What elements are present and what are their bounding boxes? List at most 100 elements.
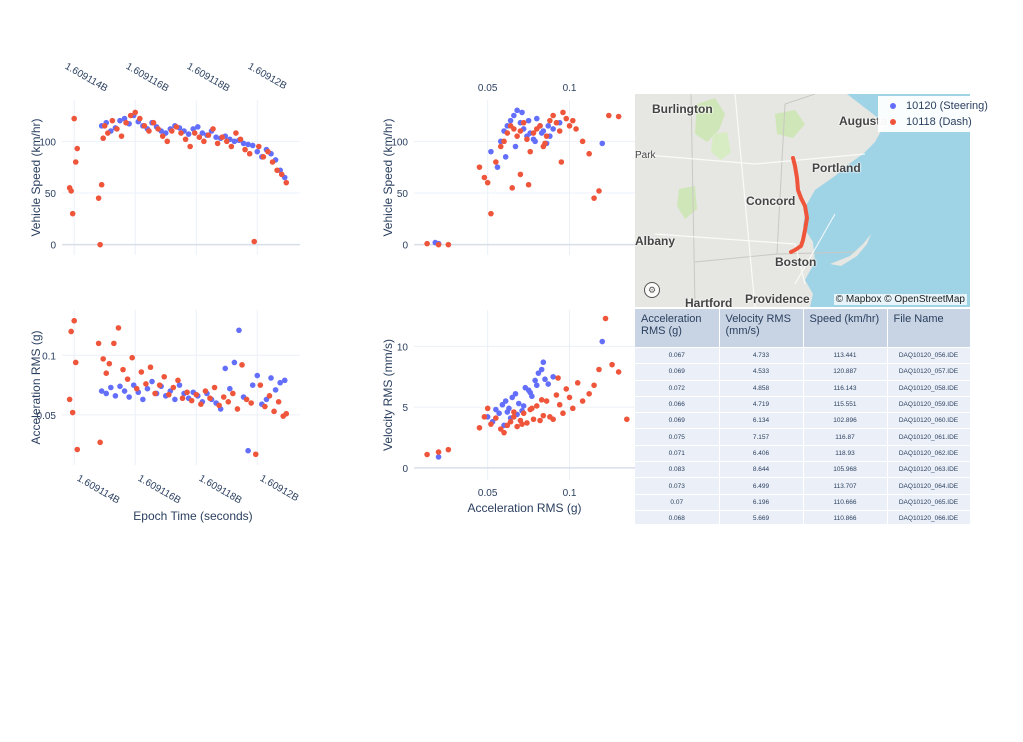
data-point [71, 115, 78, 122]
x-tick-label: 1.609116B [124, 61, 171, 95]
table-cell: 116.87 [803, 428, 888, 446]
data-point [184, 389, 190, 396]
data-point [435, 454, 442, 460]
legend-item-dash[interactable]: 10118 (Dash) [882, 114, 992, 130]
data-point [509, 394, 516, 401]
city-portland: Portland [812, 161, 861, 175]
data-point [269, 159, 276, 165]
roads [635, 94, 866, 307]
city-burlington: Burlington [652, 102, 713, 116]
data-point [535, 370, 542, 376]
data-point [132, 109, 139, 116]
table-row: 0.07 6.196 110.666 DAQ10120_065.IDE [635, 494, 970, 511]
data-point [257, 382, 264, 388]
data-point [178, 130, 184, 136]
data-point [127, 112, 134, 119]
data-point [246, 150, 253, 157]
forest-4 [711, 132, 731, 160]
mapbox-logo-icon[interactable]: ⚙ [644, 282, 660, 298]
data-point [481, 414, 488, 420]
x-tick-label: 1.609114B [63, 61, 110, 95]
data-point [165, 391, 172, 398]
data-point [69, 409, 76, 416]
legend-item-steering[interactable]: 10120 (Steering) [882, 98, 992, 114]
city-concord: Concord [746, 194, 796, 208]
table-row: 0.072 4.858 116.143 DAQ10120_058.IDE [635, 380, 970, 397]
data-point [117, 383, 123, 390]
table-cell: 0.068 [635, 510, 720, 524]
table-header-cell: File Name [887, 309, 970, 348]
forest-2 [775, 110, 805, 138]
data-point [211, 384, 218, 391]
data-point [121, 388, 128, 394]
map-attribution[interactable]: © Mapbox © OpenStreetMap [833, 294, 967, 305]
data-point [499, 401, 506, 408]
legend-marker-icon [890, 103, 896, 109]
data-point [566, 123, 573, 129]
table-cell: 0.07 [635, 494, 720, 511]
data-point [278, 171, 285, 178]
data-point [511, 112, 517, 119]
x-tick-label: 0.05 [478, 83, 498, 94]
data-point [512, 390, 519, 397]
data-point [540, 412, 547, 419]
data-point [596, 188, 602, 194]
data-point [533, 403, 540, 409]
data-point [187, 143, 193, 150]
data-point [101, 123, 108, 129]
data-point [239, 362, 245, 368]
data-point [109, 117, 116, 124]
data-point [484, 405, 491, 412]
table-cell: 0.067 [635, 347, 720, 365]
table-cell: DAQ10120_058.IDE [887, 380, 970, 397]
data-point [213, 134, 219, 140]
data-point [558, 159, 565, 165]
x-tick-label: 1.609118B [185, 61, 232, 95]
y-tick-label: 50 [45, 189, 57, 200]
data-point [520, 410, 527, 417]
data-point [104, 130, 111, 136]
table-cell: DAQ10120_059.IDE [887, 396, 970, 414]
data-table[interactable]: Acceleration RMS (g) Velocity RMS (mm/s)… [635, 309, 970, 524]
data-point [476, 164, 483, 170]
data-point [586, 150, 592, 157]
table-cell: DAQ10120_062.IDE [887, 445, 970, 463]
data-point [117, 117, 123, 124]
legend-marker-icon [890, 119, 896, 125]
table-cell: 5.669 [719, 510, 804, 524]
x-tick-label: 1.60912B [258, 473, 301, 504]
data-point [599, 140, 606, 147]
chart-panel-2: 0 50 100 0.05 0.1 Vehicle Speed (km/hr) [381, 83, 635, 255]
table-cell: 8.644 [719, 461, 804, 479]
data-point [152, 390, 158, 397]
data-point [496, 410, 502, 417]
data-point [542, 140, 548, 147]
data-point [497, 426, 504, 432]
data-point [520, 119, 527, 126]
city-augusta: Augusta [839, 114, 887, 128]
data-point [230, 390, 236, 397]
table-cell: DAQ10120_064.IDE [887, 477, 970, 495]
data-point [586, 390, 592, 397]
city-park: Park [635, 150, 656, 161]
data-point [256, 143, 262, 150]
data-point [198, 401, 204, 407]
data-point [254, 148, 261, 155]
table-row: 0.071 6.406 118.93 DAQ10120_062.IDE [635, 445, 970, 463]
table-cell: DAQ10120_065.IDE [887, 494, 970, 511]
data-point [143, 381, 149, 387]
table-cell: 6.196 [719, 494, 804, 511]
data-point [538, 130, 545, 136]
table-row: 0.073 6.499 113.707 DAQ10120_064.IDE [635, 477, 970, 495]
data-point [262, 403, 268, 410]
state-borders [690, 94, 856, 307]
table-row: 0.066 4.719 115.551 DAQ10120_059.IDE [635, 396, 970, 414]
data-point [538, 366, 545, 373]
data-point [191, 130, 198, 136]
city-providence: Providence [745, 292, 810, 306]
data-point [216, 402, 222, 409]
table-header-cell: Acceleration RMS (g) [635, 309, 720, 348]
table-cell: 6.499 [719, 477, 804, 495]
data-point [543, 133, 550, 139]
data-point [223, 138, 230, 145]
